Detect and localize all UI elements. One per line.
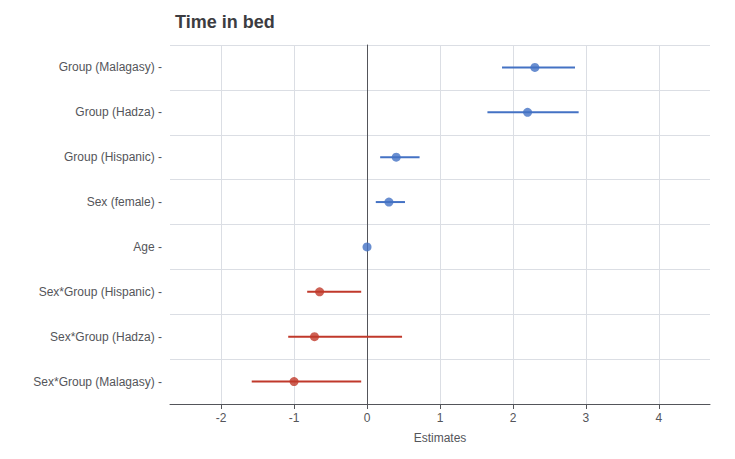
svg-text:-2: -2 bbox=[216, 411, 227, 425]
svg-text:2: 2 bbox=[510, 411, 517, 425]
svg-text:Sex*Group (Malagasy) -: Sex*Group (Malagasy) - bbox=[33, 375, 162, 389]
svg-text:Estimates: Estimates bbox=[414, 431, 467, 445]
svg-text:Age -: Age - bbox=[133, 240, 162, 254]
svg-text:1: 1 bbox=[437, 411, 444, 425]
svg-text:Group (Hispanic) -: Group (Hispanic) - bbox=[64, 150, 162, 164]
svg-text:4: 4 bbox=[656, 411, 663, 425]
svg-text:Group (Malagasy) -: Group (Malagasy) - bbox=[59, 60, 162, 74]
svg-text:Group (Hadza) -: Group (Hadza) - bbox=[75, 105, 162, 119]
svg-text:Sex*Group (Hispanic) -: Sex*Group (Hispanic) - bbox=[39, 285, 162, 299]
svg-text:3: 3 bbox=[583, 411, 590, 425]
svg-text:Sex (female) -: Sex (female) - bbox=[87, 195, 162, 209]
svg-text:Sex*Group (Hadza) -: Sex*Group (Hadza) - bbox=[50, 330, 162, 344]
svg-text:Time in bed: Time in bed bbox=[175, 12, 275, 32]
svg-text:-1: -1 bbox=[289, 411, 300, 425]
svg-text:0: 0 bbox=[364, 411, 371, 425]
